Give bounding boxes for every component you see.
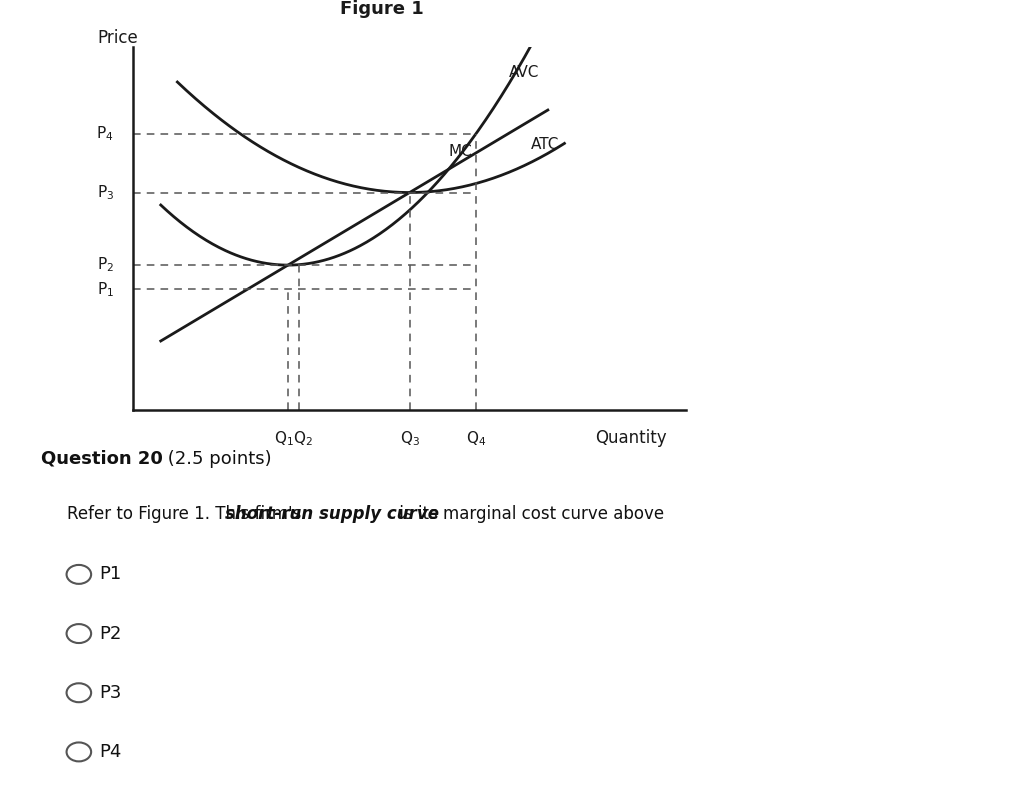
Text: P1: P1 bbox=[99, 566, 122, 583]
Text: Q$_1$Q$_2$: Q$_1$Q$_2$ bbox=[273, 429, 313, 448]
Text: ATC: ATC bbox=[531, 136, 560, 151]
Text: short-run supply curve: short-run supply curve bbox=[225, 505, 439, 523]
Text: P$_3$: P$_3$ bbox=[96, 183, 114, 202]
Text: MC: MC bbox=[449, 144, 472, 159]
Text: Question 20: Question 20 bbox=[41, 450, 163, 468]
Text: P$_1$: P$_1$ bbox=[96, 280, 114, 299]
Text: (2.5 points): (2.5 points) bbox=[162, 450, 271, 468]
Text: Quantity: Quantity bbox=[595, 429, 667, 447]
Text: Q$_3$: Q$_3$ bbox=[399, 429, 420, 448]
Text: Figure 1: Figure 1 bbox=[340, 0, 424, 18]
Text: Q$_4$: Q$_4$ bbox=[466, 429, 486, 448]
Text: P$_2$: P$_2$ bbox=[96, 256, 114, 275]
Text: P2: P2 bbox=[99, 625, 122, 642]
Text: P4: P4 bbox=[99, 743, 122, 761]
Text: Refer to Figure 1. This firm's: Refer to Figure 1. This firm's bbox=[67, 505, 306, 523]
Text: P$_4$: P$_4$ bbox=[96, 125, 114, 143]
Text: P3: P3 bbox=[99, 684, 122, 701]
Text: is its marginal cost curve above: is its marginal cost curve above bbox=[394, 505, 665, 523]
Text: Price: Price bbox=[97, 29, 138, 47]
Text: AVC: AVC bbox=[509, 65, 540, 80]
